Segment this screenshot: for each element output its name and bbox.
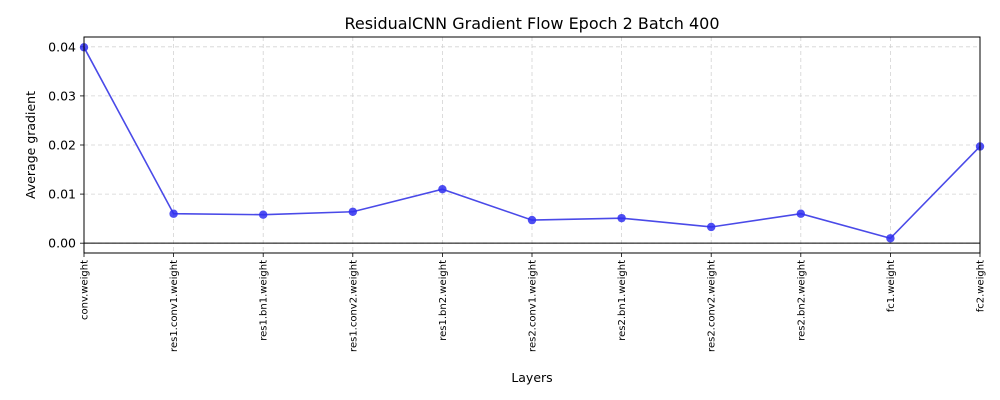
data-point	[348, 207, 357, 216]
plot-frame	[83, 36, 981, 254]
y-tick-label: 0.02	[48, 138, 76, 153]
x-tick-label: res1.conv2.weight	[348, 260, 359, 352]
data-point	[527, 215, 537, 225]
x-tick-label: res2.bn1.weight	[617, 260, 628, 341]
y-tick-label: 0.01	[48, 187, 76, 202]
x-tick-label: res1.conv1.weight	[169, 260, 180, 352]
x-tick-label: res1.bn2.weight	[438, 260, 449, 341]
x-axis-ticks: conv.weight res1.conv1.weight res1.bn1.wei…	[80, 253, 987, 352]
x-tick-label: res1.bn1.weight	[259, 260, 270, 341]
x-tick-label: conv.weight	[80, 260, 91, 320]
data-point	[169, 209, 178, 218]
y-tick-label: 0.00	[48, 236, 76, 251]
y-tick-label: 0.03	[48, 88, 76, 103]
x-tick-label: res2.conv2.weight	[707, 260, 718, 352]
x-tick-label: res2.bn2.weight	[796, 260, 807, 341]
x-tick-label: fc1.weight	[886, 260, 897, 312]
data-point	[707, 222, 716, 232]
y-axis-label: Average gradient	[23, 91, 38, 199]
grid-lines	[83, 37, 981, 253]
y-axis-ticks: 0.00 0.01 0.02 0.03 0.04	[48, 39, 84, 251]
data-point	[438, 184, 447, 194]
x-tick-label: fc2.weight	[976, 260, 987, 312]
data-point	[259, 210, 268, 219]
data-point	[886, 234, 895, 243]
data-point	[796, 209, 805, 218]
data-point	[617, 213, 626, 223]
y-tick-label: 0.04	[48, 39, 76, 54]
chart-title: ResidualCNN Gradient Flow Epoch 2 Batch …	[344, 14, 719, 33]
x-tick-label: res2.conv1.weight	[528, 260, 539, 352]
x-axis-label: Layers	[511, 370, 552, 385]
